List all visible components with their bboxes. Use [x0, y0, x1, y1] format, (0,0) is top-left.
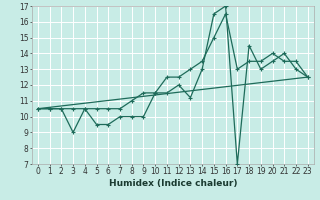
X-axis label: Humidex (Indice chaleur): Humidex (Indice chaleur) — [108, 179, 237, 188]
